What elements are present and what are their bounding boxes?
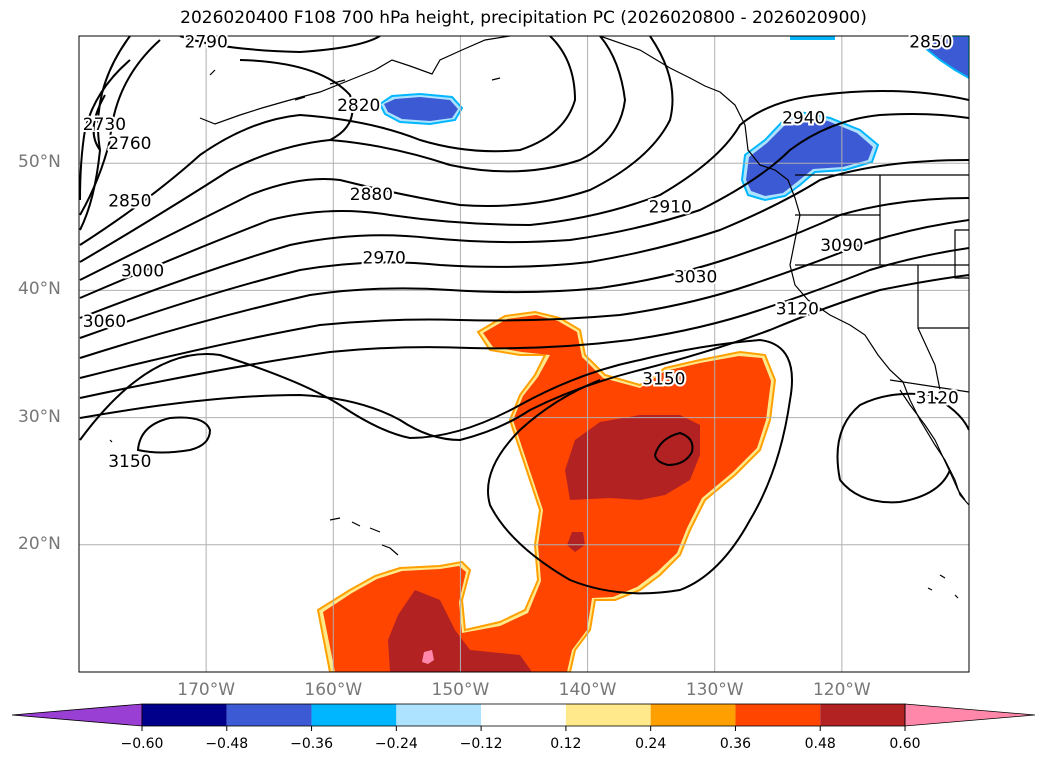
contour-a bbox=[79, 36, 627, 263]
longitude-label: 130°W bbox=[685, 680, 744, 700]
map-title: 2026020400 F108 700 hPa height, precipit… bbox=[180, 8, 867, 28]
contour-label: 2790 bbox=[185, 32, 228, 52]
contour-label: 3000 bbox=[121, 261, 164, 281]
contour-3150-west-loop bbox=[136, 416, 212, 454]
contour-label: 3120 bbox=[776, 299, 819, 319]
precip-extreme-core bbox=[422, 650, 434, 664]
longitude-label: 170°W bbox=[177, 680, 236, 700]
contour-label: 3120 bbox=[916, 389, 959, 409]
contour-2730 bbox=[79, 59, 131, 201]
contour-2940 bbox=[79, 113, 969, 319]
precip-positive-main-plume-inner bbox=[323, 315, 771, 672]
latitude-label: 30°N bbox=[18, 406, 61, 427]
aleutian-dots bbox=[109, 77, 959, 599]
colorbar-tick-label: −0.12 bbox=[459, 736, 503, 752]
precip-strong-core-south bbox=[388, 590, 532, 672]
contour-label: 2940 bbox=[782, 109, 825, 129]
colorbar-tick-label: −0.24 bbox=[374, 736, 418, 752]
precip-negative-northeast-corner bbox=[923, 36, 969, 80]
contour-3150-east-loop bbox=[653, 431, 694, 467]
colorbar-tick-label: −0.60 bbox=[120, 736, 164, 752]
contour-2970 bbox=[79, 159, 969, 339]
contour-2850-west bbox=[79, 36, 577, 246]
latitude-label: 50°N bbox=[18, 152, 61, 173]
alaska-peninsula bbox=[209, 69, 346, 101]
colorbar-extend-high bbox=[904, 703, 1036, 727]
coastlines bbox=[109, 36, 969, 599]
contour-label: 2910 bbox=[649, 198, 692, 218]
height-contours bbox=[79, 36, 969, 595]
contour-3090 bbox=[79, 274, 969, 442]
contour-3120-main bbox=[79, 338, 793, 595]
contour-label: 3150 bbox=[108, 452, 151, 472]
contour-label: 2970 bbox=[363, 249, 406, 269]
contour-label: 2820 bbox=[337, 96, 380, 116]
colorbar-segment bbox=[650, 704, 736, 726]
contour-2790 bbox=[179, 36, 381, 54]
latitude-label: 40°N bbox=[18, 279, 61, 300]
colorbar-segment bbox=[311, 704, 397, 726]
contour-3120-east-loop bbox=[836, 392, 969, 504]
contour-label: 2880 bbox=[350, 185, 393, 205]
contour-label: 2850 bbox=[108, 191, 151, 211]
longitude-label: 120°W bbox=[812, 680, 871, 700]
alaska-coast bbox=[199, 36, 511, 125]
precip-shading bbox=[316, 36, 969, 672]
colorbar-frame bbox=[141, 703, 906, 727]
longitude-label: 160°W bbox=[304, 680, 363, 700]
latitude-label: 20°N bbox=[18, 533, 61, 554]
contour-label: 2760 bbox=[108, 134, 151, 154]
precip-negative-north-strip bbox=[790, 36, 835, 40]
colorbar-segment bbox=[481, 704, 566, 726]
colorbar-tick-label: 0.24 bbox=[635, 736, 667, 752]
colorbar-segment bbox=[396, 704, 482, 726]
contour-2760 bbox=[79, 39, 161, 216]
colorbar-tick-label: −0.48 bbox=[205, 736, 249, 752]
longitude-label: 140°W bbox=[558, 680, 617, 700]
contour-label: 3030 bbox=[674, 268, 717, 288]
contour-label: 3060 bbox=[83, 312, 126, 332]
precip-strong-core-east bbox=[565, 415, 700, 500]
state-border-utah bbox=[954, 229, 969, 279]
alaska-panhandle-coast bbox=[599, 36, 969, 506]
contour-label: 2730 bbox=[83, 115, 126, 135]
colorbar-segment bbox=[735, 704, 821, 726]
mexico-border bbox=[889, 379, 969, 393]
contour-label: 3090 bbox=[820, 236, 863, 256]
colorbar-segment bbox=[565, 704, 651, 726]
precip-negative-gulf-alaska-core bbox=[384, 97, 458, 121]
contour-2880 bbox=[79, 36, 674, 281]
contour-3000 bbox=[79, 197, 969, 359]
colorbar-tick-label: 0.12 bbox=[550, 736, 582, 752]
colorbar-segment bbox=[820, 704, 905, 726]
colorbar-tick-label: 0.36 bbox=[719, 736, 752, 752]
colorbar-tick-label: −0.36 bbox=[290, 736, 333, 752]
contour-2820 bbox=[79, 36, 354, 231]
contour-3030 bbox=[79, 219, 969, 379]
contour-label: 2850 bbox=[909, 32, 952, 52]
colorbar-tick-label: 0.48 bbox=[804, 736, 836, 752]
colorbar-tick-label: 0.60 bbox=[889, 736, 921, 752]
contour-3060 bbox=[79, 247, 969, 399]
precip-negative-pacific-nw-core bbox=[746, 116, 873, 196]
baja-coast bbox=[899, 389, 966, 501]
colorbar-extend-low bbox=[11, 703, 143, 727]
contour-2910 bbox=[79, 90, 969, 299]
colorbar-segment bbox=[226, 704, 312, 726]
longitude-label: 150°W bbox=[431, 680, 490, 700]
contour-label: 3150 bbox=[642, 369, 685, 389]
colorbar bbox=[11, 703, 1036, 731]
colorbar-segment bbox=[142, 704, 227, 726]
precip-strong-core-small bbox=[567, 532, 585, 552]
map-frame bbox=[78, 35, 970, 673]
state-border-ca-az bbox=[917, 327, 941, 391]
hawaii-islands bbox=[329, 517, 399, 556]
